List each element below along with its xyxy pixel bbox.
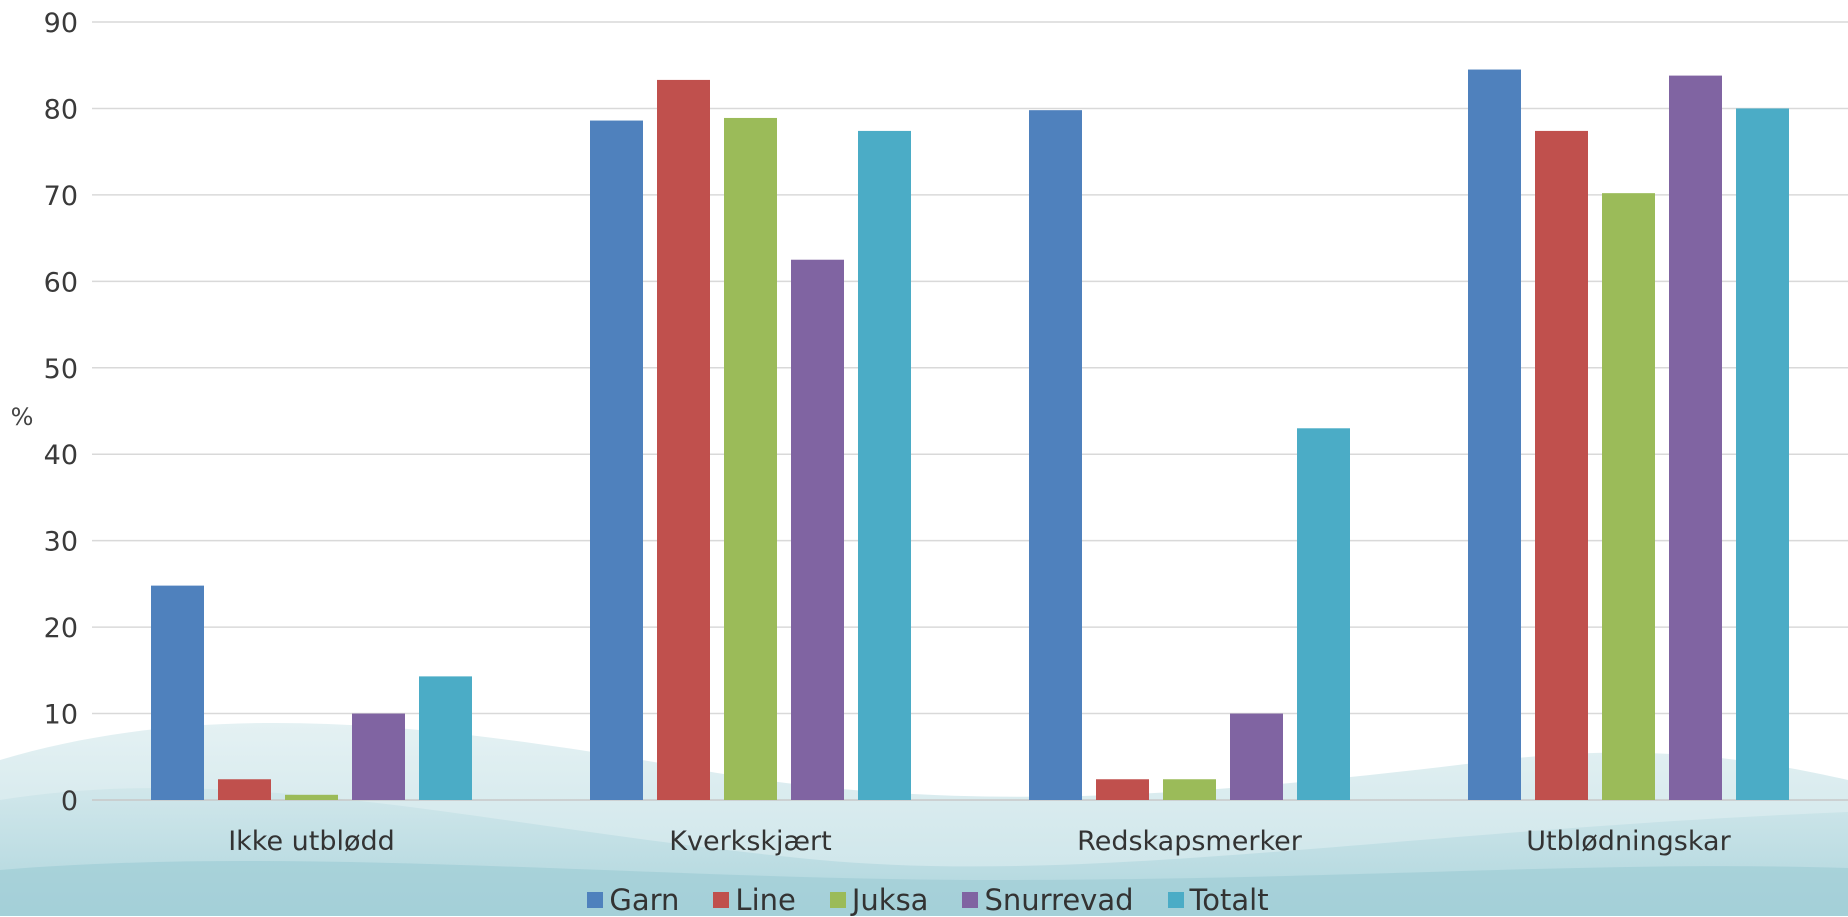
bar-totalt-1 — [858, 130, 911, 801]
bar-line-0 — [218, 779, 271, 800]
legend-label: Snurrevad — [984, 882, 1134, 917]
legend-swatch — [962, 891, 979, 908]
bar-garn-1 — [590, 120, 643, 800]
chart-legend: Garn Line Juksa Snurrevad Totalt — [0, 882, 1848, 917]
y-tick-label: 60 — [44, 267, 78, 298]
legend-swatch — [713, 891, 730, 908]
legend-item-totalt: Totalt — [1160, 883, 1269, 917]
bar-juksa-2 — [1163, 779, 1216, 800]
x-category-label: Utblødningskar — [1526, 826, 1731, 857]
x-category-label: Redskapsmerker — [1077, 826, 1303, 857]
bar-garn-2 — [1029, 110, 1082, 800]
legend-label: Line — [735, 882, 796, 917]
bar-line-3 — [1535, 130, 1588, 801]
legend-item-juksa: Juksa — [822, 882, 929, 917]
bar-snurrevad-2 — [1230, 713, 1283, 800]
bar-juksa-3 — [1602, 193, 1655, 800]
bar-garn-0 — [151, 585, 204, 800]
x-category-label: Kverkskjært — [669, 826, 831, 857]
legend-label: Totalt — [1189, 882, 1269, 917]
legend-swatch — [1167, 891, 1184, 908]
bar-garn-3 — [1468, 69, 1521, 801]
axis-labels: 0 10 20 30 40 50 60 70 80 90 Ikke utblødd Kverkskjæ… — [44, 8, 1732, 857]
bars — [151, 69, 1789, 801]
legend-swatch — [587, 891, 604, 908]
legend-item-garn: Garn — [579, 883, 679, 917]
bar-totalt-0 — [419, 676, 472, 800]
legend-label: Garn — [609, 882, 680, 917]
bar-juksa-0 — [285, 794, 338, 800]
bar-line-2 — [1096, 779, 1149, 800]
y-tick-label: 50 — [44, 354, 78, 385]
bar-line-1 — [657, 79, 710, 800]
legend-label: Juksa — [851, 882, 929, 917]
y-tick-label: 30 — [44, 527, 78, 558]
y-tick-label: 90 — [44, 8, 78, 39]
legend-swatch — [829, 891, 846, 908]
bar-juksa-1 — [724, 117, 777, 801]
bar-totalt-2 — [1297, 428, 1350, 800]
legend-item-snurrevad: Snurrevad — [954, 882, 1134, 917]
y-tick-label: 10 — [44, 700, 78, 731]
y-axis-label: % — [11, 403, 34, 431]
legend-item-line: Line — [705, 882, 796, 917]
y-tick-label: 40 — [44, 440, 78, 471]
y-tick-label: 0 — [61, 786, 78, 817]
y-tick-label: 80 — [44, 94, 78, 125]
y-tick-label: 20 — [44, 613, 78, 644]
bar-snurrevad-1 — [791, 259, 844, 800]
bar-snurrevad-3 — [1669, 75, 1722, 800]
bar-totalt-3 — [1736, 108, 1789, 800]
bar-snurrevad-0 — [352, 713, 405, 800]
y-tick-label: 70 — [44, 181, 78, 212]
x-category-label: Ikke utblødd — [228, 826, 395, 857]
